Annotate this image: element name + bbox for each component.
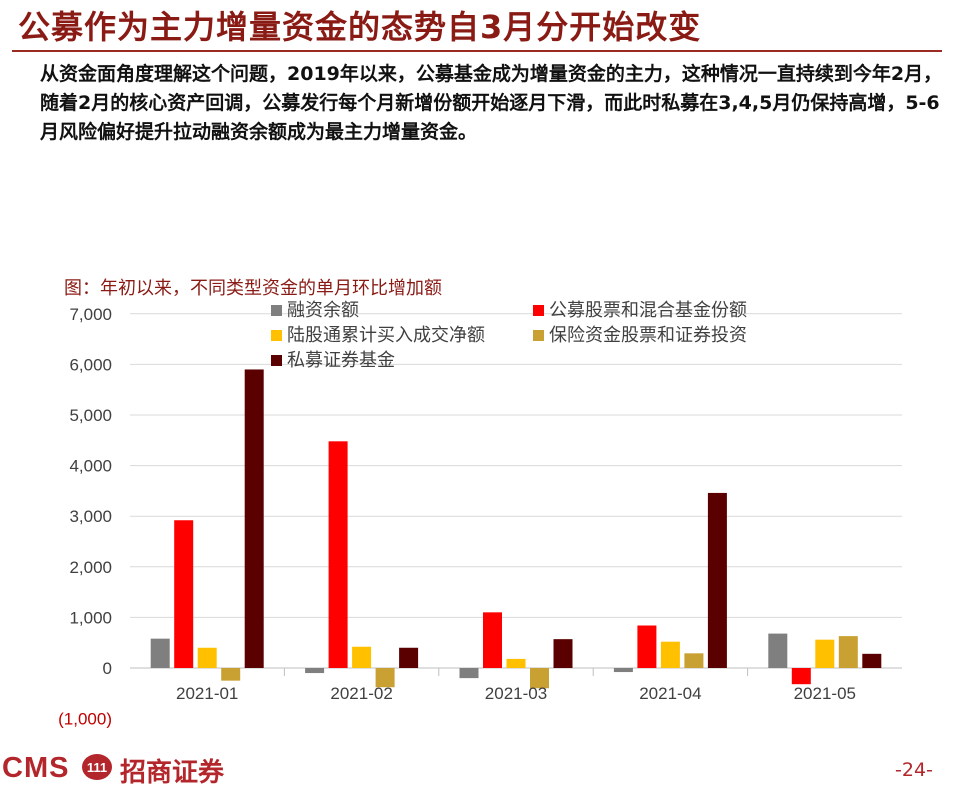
bar bbox=[684, 653, 704, 668]
x-tick-label: 2021-05 bbox=[794, 684, 856, 703]
intro-paragraph: 从资金面角度理解这个问题，2019年以来，公募基金成为增量资金的主力，这种情况一… bbox=[40, 63, 943, 143]
bar bbox=[838, 636, 858, 668]
page-number: -24- bbox=[895, 759, 933, 781]
bar bbox=[530, 668, 549, 689]
brand-emblem-text: 111 bbox=[87, 760, 107, 775]
bar bbox=[768, 633, 788, 668]
y-tick-label: 3,000 bbox=[69, 507, 112, 526]
bar bbox=[305, 668, 325, 674]
chart-title: 图：年初以来，不同类型资金的单月环比增加额 bbox=[64, 278, 442, 299]
legend-label: 陆股通累计买入成交净额 bbox=[287, 325, 485, 346]
legend-swatch bbox=[271, 330, 282, 341]
legend-label: 私募证券基金 bbox=[287, 350, 395, 371]
legend-swatch bbox=[533, 330, 544, 341]
bar bbox=[174, 520, 194, 668]
x-tick-label: 2021-02 bbox=[330, 684, 392, 703]
y-tick-label: 1,000 bbox=[69, 608, 112, 627]
bar bbox=[483, 612, 502, 668]
legend-label: 融资余额 bbox=[287, 300, 359, 321]
brand-emblem-icon: 111 bbox=[82, 754, 112, 780]
bar bbox=[553, 639, 573, 668]
bar bbox=[791, 668, 811, 685]
bar bbox=[660, 641, 680, 668]
bar bbox=[707, 492, 727, 668]
bar bbox=[862, 653, 882, 668]
bar bbox=[637, 625, 657, 668]
bar bbox=[375, 668, 395, 688]
bar bbox=[399, 647, 419, 668]
title-divider bbox=[12, 50, 942, 52]
slide-title: 公募作为主力增量资金的态势自3月分开始改变 bbox=[18, 8, 702, 46]
x-tick-label: 2021-04 bbox=[639, 684, 701, 703]
legend-swatch bbox=[271, 305, 282, 316]
brand-logo-area: CMS 111 招商证券 bbox=[0, 750, 300, 788]
bar bbox=[221, 668, 241, 681]
y-tick-label: 2,000 bbox=[69, 558, 112, 577]
legend-swatch bbox=[533, 305, 544, 316]
bar bbox=[613, 668, 633, 673]
bar bbox=[459, 668, 479, 679]
brand-cms-text: CMS bbox=[2, 752, 70, 784]
x-tick-label: 2021-01 bbox=[176, 684, 238, 703]
bar-chart: (1,000) 0 1,000 2,000 3,000 4,000 5,000 6,000 7,… bbox=[58, 300, 902, 729]
x-tick-label: 2021-03 bbox=[485, 684, 547, 703]
legend-label: 保险资金股票和证券投资 bbox=[549, 325, 747, 346]
bar bbox=[506, 658, 526, 668]
bar bbox=[328, 441, 348, 668]
bar bbox=[352, 646, 372, 668]
y-tick-label: 4,000 bbox=[69, 457, 112, 476]
bar bbox=[244, 369, 264, 668]
bar bbox=[150, 638, 170, 668]
bar bbox=[815, 639, 835, 668]
y-tick-label: 7,000 bbox=[69, 305, 112, 324]
brand-name: 招商证券 bbox=[120, 758, 225, 788]
legend-swatch bbox=[271, 355, 282, 366]
legend-label: 公募股票和混合基金份额 bbox=[549, 300, 747, 321]
bar bbox=[197, 647, 217, 668]
y-tick-label: 0 bbox=[103, 659, 112, 678]
y-tick-label: 6,000 bbox=[69, 355, 112, 374]
y-tick-label: (1,000) bbox=[58, 710, 112, 729]
y-tick-label: 5,000 bbox=[69, 406, 112, 425]
